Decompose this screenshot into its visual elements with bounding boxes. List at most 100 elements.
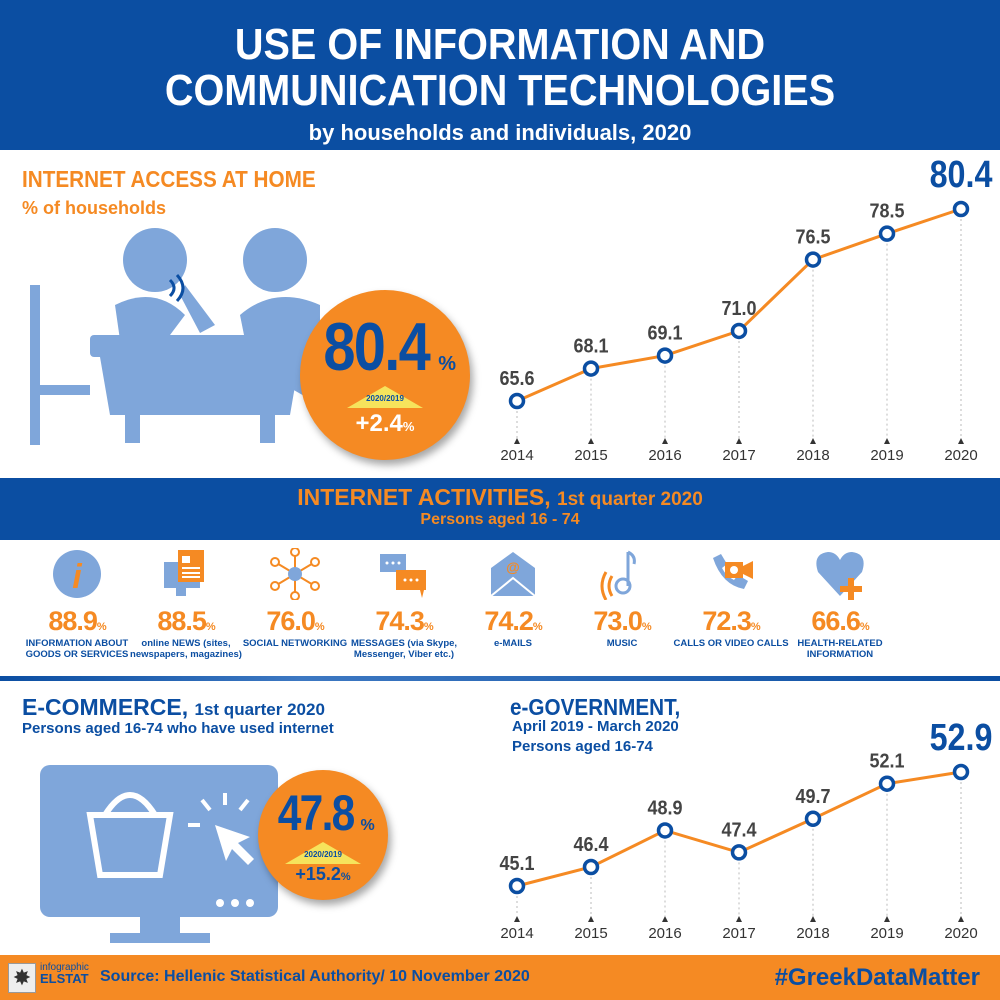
ecommerce-value: 47.8 xyxy=(277,785,356,841)
activity-label: INFORMATION ABOUT GOODS OR SERVICES xyxy=(25,638,129,660)
x-tick-label: 2015 xyxy=(574,925,607,942)
egov-title: e-GOVERNMENT, xyxy=(510,694,681,720)
activity-value-number: 74.2 xyxy=(484,606,534,636)
x-tick-label: 2016 xyxy=(648,447,681,464)
activity-item: 88.5% online NEWS (sites, newspapers, ma… xyxy=(126,548,246,660)
x-tick-label: 2015 xyxy=(574,447,607,464)
ecommerce-title: E-COMMERCE, xyxy=(22,694,189,720)
compare-label: 2020/2019 xyxy=(304,850,342,859)
tick-marker-icon xyxy=(884,438,890,444)
logo-text: infographic ELSTAT xyxy=(40,962,89,986)
data-label: 78.5 xyxy=(869,201,904,223)
source-text: Source: Hellenic Statistical Authority/ … xyxy=(100,968,530,985)
activity-value-number: 74.3 xyxy=(375,606,425,636)
svg-text:i: i xyxy=(72,558,83,596)
unit: % xyxy=(750,621,761,633)
title-line-1: USE OF INFORMATION AND xyxy=(234,20,766,69)
ecommerce-badge: 47.8% 2020/2019 +15.2% xyxy=(258,770,388,900)
tick-marker-icon xyxy=(736,916,742,922)
activity-label: HEALTH-RELATED INFORMATION xyxy=(797,638,883,660)
footer: ✸ infographic ELSTAT Source: Hellenic Sta… xyxy=(0,955,1000,1000)
ecommerce-heading: E-COMMERCE, 1st quarter 2020 xyxy=(22,694,325,721)
activity-value: 74.2% xyxy=(453,606,573,637)
activity-item: 72.3% CALLS OR VIDEO CALLS xyxy=(671,548,791,649)
activity-label: online NEWS (sites, newspapers, magazine… xyxy=(130,638,242,660)
news-icon xyxy=(126,548,246,600)
internet-access-chart: 2014 2015 2016 2017 2018 2019 2020 65.6 68.1 69.1… xyxy=(499,154,993,464)
music-icon xyxy=(562,548,682,600)
data-point xyxy=(656,822,674,839)
x-tick-label: 2020 xyxy=(944,925,977,942)
x-tick-label: 2014 xyxy=(500,447,533,464)
tick-marker-icon xyxy=(588,438,594,444)
activity-value: 74.3% xyxy=(344,606,464,637)
activity-label: e-MAILS xyxy=(494,638,532,649)
data-point xyxy=(508,877,526,895)
data-point xyxy=(878,225,896,242)
x-tick-label: 2016 xyxy=(648,925,681,942)
messages-icon xyxy=(344,548,464,600)
activity-value-number: 88.9 xyxy=(48,606,98,636)
unit: % xyxy=(340,871,351,883)
tick-marker-icon xyxy=(958,916,964,922)
social-network-icon xyxy=(235,548,355,600)
data-label: 47.4 xyxy=(721,820,756,842)
internet-access-badge: 80.4% 2020/2019 +2.4% xyxy=(300,290,470,460)
unit: % xyxy=(205,621,216,633)
data-label: 71.0 xyxy=(721,298,756,320)
compare-label: 2020/2019 xyxy=(366,394,404,403)
data-label: 46.4 xyxy=(573,834,608,856)
logo-line-2: ELSTAT xyxy=(40,971,89,986)
unit: % xyxy=(438,353,457,375)
activity-value: 88.9% xyxy=(17,606,137,637)
activity-value-number: 73.0 xyxy=(593,606,643,636)
video-call-icon xyxy=(671,548,791,600)
activity-value: 72.3% xyxy=(671,606,791,637)
data-point xyxy=(952,200,970,218)
activity-label: CALLS OR VIDEO CALLS xyxy=(673,638,789,649)
data-label: 52.1 xyxy=(869,751,904,773)
data-point xyxy=(582,858,600,876)
activity-item: 73.0% MUSIC xyxy=(562,548,682,649)
x-tick-label: 2017 xyxy=(722,447,755,464)
egov-subtitle: Persons aged 16-74 xyxy=(512,738,653,755)
activity-value: 76.0% xyxy=(235,606,355,637)
tick-marker-icon xyxy=(588,916,594,922)
x-tick-label: 2020 xyxy=(944,447,977,464)
activity-value: 88.5% xyxy=(126,606,246,637)
unit: % xyxy=(314,621,325,633)
activity-value-number: 66.6 xyxy=(811,606,861,636)
data-label: 45.1 xyxy=(499,853,534,875)
data-label: 80.4 xyxy=(930,154,993,196)
tick-marker-icon xyxy=(514,916,520,922)
egov-chart: 2014 2015 2016 2017 2018 2019 2020 45.1 46.4 48.9… xyxy=(499,717,992,942)
activity-label: SOCIAL NETWORKING xyxy=(242,638,348,649)
ecommerce-period: 1st quarter 2020 xyxy=(194,700,325,719)
title-line-2: COMMUNICATION TECHNOLOGIES xyxy=(164,66,836,115)
logo-line-1: infographic xyxy=(40,962,89,973)
egov-period: April 2019 - March 2020 xyxy=(512,718,679,735)
tick-marker-icon xyxy=(662,916,668,922)
unit: % xyxy=(423,621,434,633)
x-tick-label: 2017 xyxy=(722,925,755,942)
activity-value-number: 76.0 xyxy=(266,606,316,636)
activities-period: 1st quarter 2020 xyxy=(557,489,703,510)
activity-value: 66.6% xyxy=(780,606,900,637)
internet-access-subtitle: % of households xyxy=(22,198,166,218)
activity-value: 73.0% xyxy=(562,606,682,637)
up-triangle-icon: 2020/2019 xyxy=(347,386,423,408)
x-tick-label: 2018 xyxy=(796,925,829,942)
internet-access-title: INTERNET ACCESS AT HOME xyxy=(22,166,316,192)
tick-marker-icon xyxy=(662,438,668,444)
divider xyxy=(0,676,1000,681)
data-label: 68.1 xyxy=(573,336,608,358)
data-point xyxy=(952,763,970,781)
activity-item: i 88.9% INFORMATION ABOUT GOODS OR SERVI… xyxy=(17,548,137,660)
data-point xyxy=(508,392,526,410)
unit: % xyxy=(859,621,870,633)
activity-item: @ 74.2% e-MAILS xyxy=(453,548,573,649)
data-point xyxy=(804,810,822,828)
x-tick-label: 2019 xyxy=(870,447,903,464)
svg-text:@: @ xyxy=(506,559,520,575)
tick-marker-icon xyxy=(884,916,890,922)
